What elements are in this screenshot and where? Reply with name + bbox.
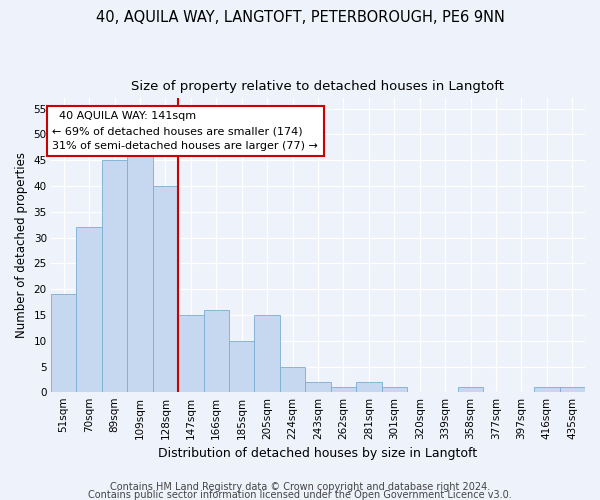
Bar [356, 382, 382, 392]
Bar [305, 382, 331, 392]
Bar [254, 315, 280, 392]
Bar [102, 160, 127, 392]
Title: Size of property relative to detached houses in Langtoft: Size of property relative to detached ho… [131, 80, 505, 93]
Bar [51, 294, 76, 392]
Bar [127, 155, 152, 392]
Text: 40, AQUILA WAY, LANGTOFT, PETERBOROUGH, PE6 9NN: 40, AQUILA WAY, LANGTOFT, PETERBOROUGH, … [95, 10, 505, 25]
Bar [534, 387, 560, 392]
Text: Contains HM Land Registry data © Crown copyright and database right 2024.: Contains HM Land Registry data © Crown c… [110, 482, 490, 492]
Text: 40 AQUILA WAY: 141sqm
← 69% of detached houses are smaller (174)
31% of semi-det: 40 AQUILA WAY: 141sqm ← 69% of detached … [52, 111, 318, 151]
Bar [229, 341, 254, 392]
Bar [560, 387, 585, 392]
Y-axis label: Number of detached properties: Number of detached properties [15, 152, 28, 338]
Bar [152, 186, 178, 392]
Bar [280, 366, 305, 392]
Text: Contains public sector information licensed under the Open Government Licence v3: Contains public sector information licen… [88, 490, 512, 500]
Bar [76, 228, 102, 392]
Bar [178, 315, 203, 392]
X-axis label: Distribution of detached houses by size in Langtoft: Distribution of detached houses by size … [158, 447, 478, 460]
Bar [458, 387, 483, 392]
Bar [203, 310, 229, 392]
Bar [382, 387, 407, 392]
Bar [331, 387, 356, 392]
